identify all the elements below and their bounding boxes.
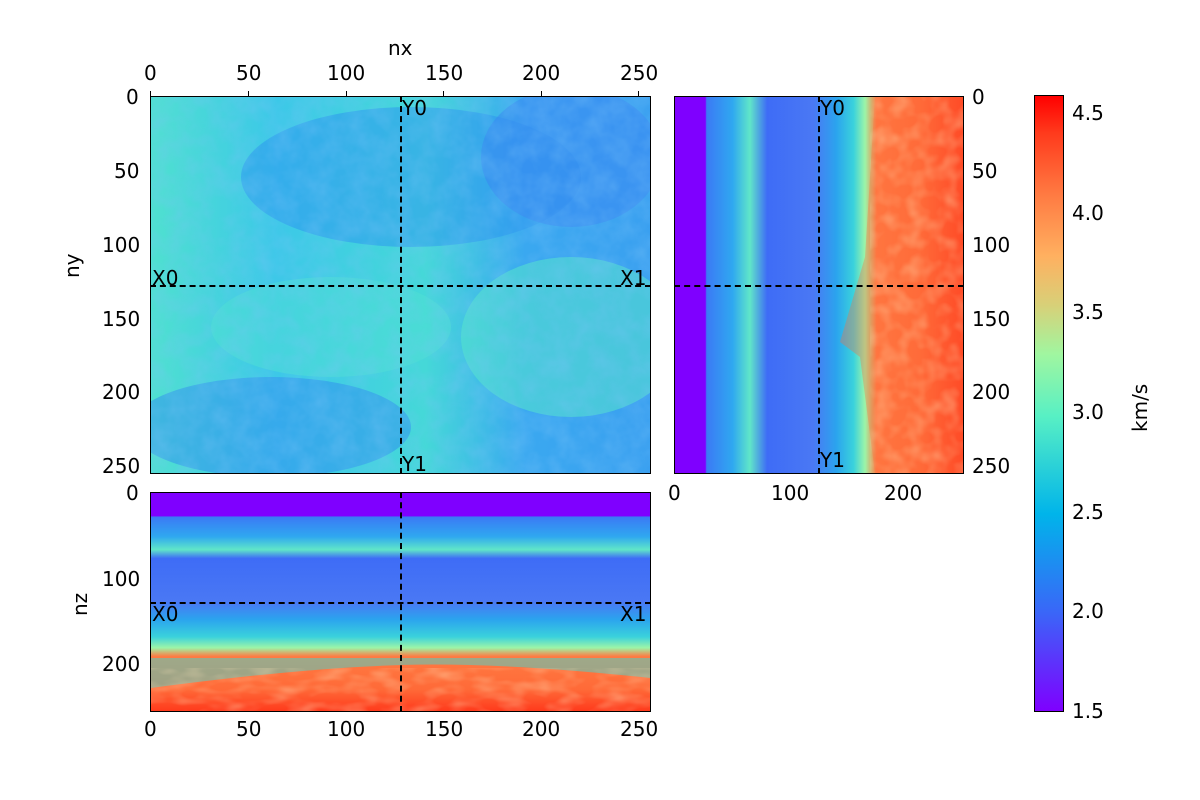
y-tick-bottom: 200 (102, 652, 141, 676)
y-axis-title-ny: ny (60, 253, 84, 278)
tick-mark (443, 91, 444, 96)
x-tick-bottom: 50 (236, 717, 262, 741)
y-tick-top: 0 (126, 85, 139, 109)
x-tick-top: 200 (522, 61, 561, 85)
colorbar (1034, 95, 1064, 712)
y-tick-top: 200 (102, 380, 141, 404)
x-tick-top: 150 (425, 61, 464, 85)
colorbar-tick: 3.5 (1072, 300, 1104, 324)
marker-x1-bottom: X1 (620, 602, 647, 626)
marker-y1-top: Y1 (402, 452, 427, 476)
marker-y0-side: Y0 (820, 96, 845, 120)
x-tick-top: 50 (236, 61, 262, 85)
marker-x0-bottom: X0 (152, 602, 179, 626)
x-tick-bottom: 200 (522, 717, 561, 741)
tick-mark (150, 91, 151, 96)
crosshair-horizontal-bottom (150, 602, 651, 604)
x-tick-top: 100 (327, 61, 366, 85)
y-tick-side: 150 (972, 307, 1011, 331)
y-tick-side: 50 (972, 159, 998, 183)
crosshair-horizontal-top (150, 285, 651, 287)
marker-y0-top: Y0 (402, 96, 427, 120)
x-tick-bottom: 250 (620, 717, 659, 741)
marker-y1-side: Y1 (820, 448, 845, 472)
y-axis-title-nz: nz (68, 592, 92, 616)
y-tick-top: 250 (102, 454, 141, 478)
x-tick-top: 250 (620, 61, 659, 85)
y-tick-bottom: 100 (102, 567, 141, 591)
y-tick-top: 100 (102, 233, 141, 257)
x-tick-top: 0 (144, 61, 157, 85)
colorbar-tick: 2.0 (1072, 599, 1104, 623)
colorbar-tick: 2.5 (1072, 500, 1104, 524)
y-tick-bottom: 0 (126, 481, 139, 505)
colorbar-tick: 3.0 (1072, 400, 1104, 424)
colorbar-label: km/s (1128, 383, 1152, 432)
tick-mark (541, 91, 542, 96)
x-tick-side: 0 (668, 481, 681, 505)
y-tick-side: 100 (972, 233, 1011, 257)
y-tick-side: 200 (972, 380, 1011, 404)
tick-mark (248, 91, 249, 96)
y-tick-side: 250 (972, 454, 1011, 478)
colorbar-tick: 4.5 (1072, 101, 1104, 125)
y-tick-side: 0 (972, 85, 985, 109)
x-tick-side: 100 (771, 481, 810, 505)
crosshair-horizontal-side (674, 285, 964, 287)
marker-x1-top: X1 (620, 266, 647, 290)
x-tick-bottom: 150 (425, 717, 464, 741)
y-tick-top: 50 (114, 159, 140, 183)
x-tick-bottom: 100 (327, 717, 366, 741)
tick-mark (346, 91, 347, 96)
marker-x0-top: X0 (152, 266, 179, 290)
y-tick-top: 150 (102, 307, 141, 331)
colorbar-tick: 4.0 (1072, 201, 1104, 225)
x-tick-bottom: 0 (144, 717, 157, 741)
x-axis-title-nx: nx (388, 36, 413, 60)
tick-mark (638, 91, 639, 96)
colorbar-tick: 1.5 (1072, 699, 1104, 723)
x-tick-side: 200 (884, 481, 923, 505)
